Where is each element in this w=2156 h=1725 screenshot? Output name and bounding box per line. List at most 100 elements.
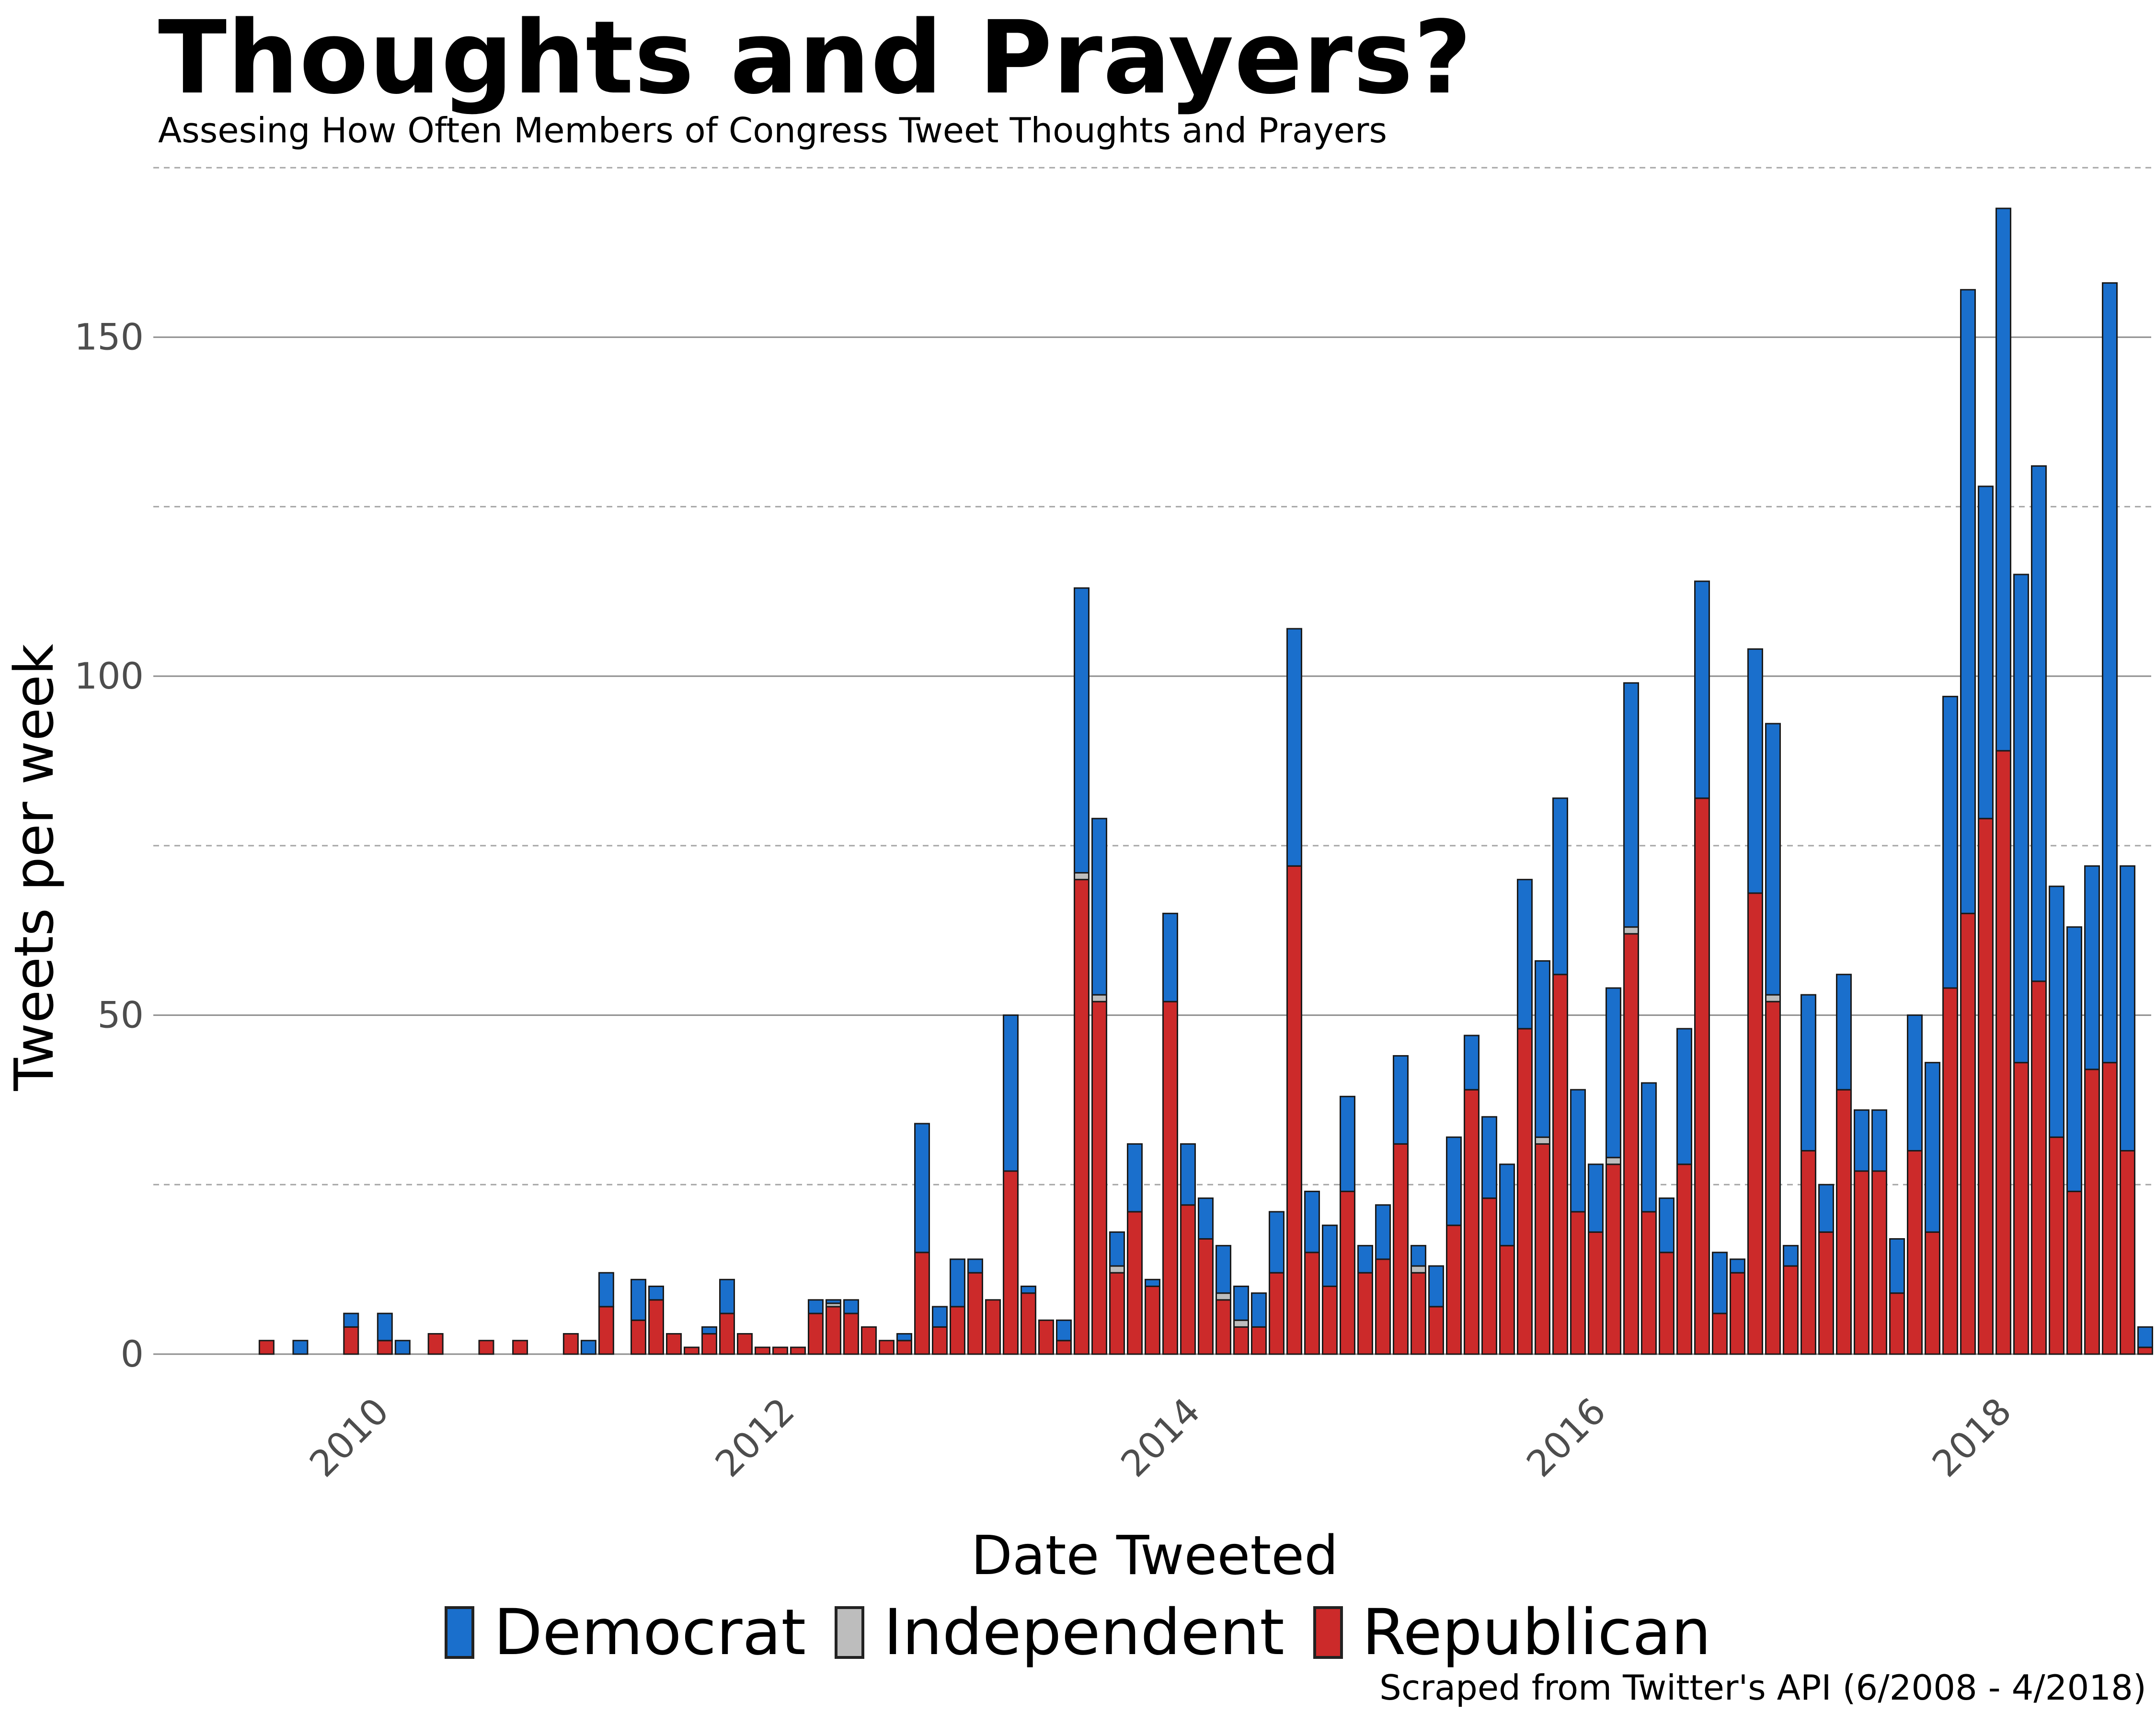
bar-segment-democrat xyxy=(1800,994,1817,1152)
bar-segment-democrat xyxy=(1854,1109,1870,1172)
bar-segment-republican xyxy=(598,1306,614,1355)
bar-segment-democrat xyxy=(580,1340,596,1355)
bar-segment-democrat xyxy=(808,1299,824,1314)
bar-segment-republican xyxy=(684,1346,700,1355)
bar-segment-democrat xyxy=(1960,289,1976,914)
bar-segment-republican xyxy=(1056,1340,1072,1355)
bar-segment-democrat xyxy=(1535,960,1551,1138)
bar-segment-republican xyxy=(719,1312,735,1355)
bar-segment-republican xyxy=(2031,980,2047,1355)
bar-segment-democrat xyxy=(1925,1062,1941,1233)
bar-segment-republican xyxy=(1180,1204,1196,1355)
bar-segment-democrat xyxy=(1623,682,1640,928)
bar-segment-republican xyxy=(1889,1292,1905,1355)
bar-segment-republican xyxy=(1712,1312,1728,1355)
bar-segment-democrat xyxy=(826,1299,842,1304)
bar-segment-republican xyxy=(1730,1272,1746,1355)
bar-segment-democrat xyxy=(1286,628,1303,867)
y-tick-label: 50 xyxy=(97,994,144,1036)
bar-segment-republican xyxy=(2013,1062,2030,1355)
bar-segment-republican xyxy=(1003,1170,1019,1355)
x-tick-label: 2014 xyxy=(1112,1390,1208,1485)
bar-segment-democrat xyxy=(377,1312,393,1342)
bar-segment-democrat xyxy=(1251,1292,1267,1328)
bar-segment-democrat xyxy=(1765,723,1781,996)
bar-segment-democrat xyxy=(1233,1286,1250,1321)
bar-segment-republican xyxy=(985,1299,1001,1355)
legend-label-democrat: Democrat xyxy=(493,1596,806,1669)
bar-segment-republican xyxy=(843,1312,860,1355)
bar-segment-democrat xyxy=(2137,1326,2154,1348)
bar-segment-republican xyxy=(1357,1272,1374,1355)
bar-segment-republican xyxy=(808,1312,824,1355)
bars-group xyxy=(258,207,2154,1355)
bar-segment-democrat xyxy=(292,1340,309,1355)
bar-segment-republican xyxy=(1038,1319,1055,1355)
source-caption: Scraped from Twitter's API (6/2008 - 4/2… xyxy=(1379,1668,2146,1708)
bar-segment-independent xyxy=(1411,1265,1427,1274)
bar-segment-democrat xyxy=(1322,1224,1338,1288)
bar-segment-democrat xyxy=(1446,1136,1462,1226)
bar-segment-independent xyxy=(1091,994,1108,1002)
bar-segment-republican xyxy=(826,1306,842,1355)
bar-segment-democrat xyxy=(1836,974,1852,1091)
legend-item-republican: Republican xyxy=(1313,1596,1711,1669)
bar-segment-republican xyxy=(1251,1326,1267,1355)
y-tick-label: 150 xyxy=(74,316,144,358)
legend-label-republican: Republican xyxy=(1362,1596,1711,1669)
bar-segment-democrat xyxy=(1499,1163,1515,1247)
bar-segment-republican xyxy=(896,1340,913,1355)
bar-segment-democrat xyxy=(631,1278,647,1321)
bar-segment-democrat xyxy=(1730,1258,1746,1274)
bar-segment-independent xyxy=(1623,926,1640,935)
y-axis-ticks: 0 50 100 150 xyxy=(74,316,144,1375)
x-axis-ticks: 2010 2012 2014 2016 2018 xyxy=(301,1390,2020,1485)
chart-title: Thoughts and Prayers? xyxy=(158,0,1472,116)
bar-segment-republican xyxy=(343,1326,359,1355)
bar-segment-republican xyxy=(631,1319,647,1355)
bar-segment-democrat xyxy=(1021,1286,1037,1294)
bar-segment-democrat xyxy=(843,1299,860,1314)
bar-segment-republican xyxy=(1286,865,1303,1355)
bar-segment-democrat xyxy=(1818,1184,1835,1233)
bar-segment-democrat xyxy=(1269,1211,1285,1274)
bar-segment-republican xyxy=(1304,1252,1320,1355)
bar-segment-republican xyxy=(1499,1245,1515,1355)
bar-segment-republican xyxy=(1074,879,1090,1355)
legend-label-independent: Independent xyxy=(883,1596,1284,1669)
bar-segment-republican xyxy=(1517,1028,1533,1355)
bar-segment-republican xyxy=(1978,817,1994,1355)
bar-segment-republican xyxy=(2120,1150,2136,1355)
bar-segment-republican xyxy=(1995,750,2012,1355)
x-axis-title: Date Tweeted xyxy=(971,1525,1339,1587)
bar-segment-democrat xyxy=(1127,1143,1143,1213)
bar-segment-democrat xyxy=(1481,1116,1498,1199)
bar-segment-democrat xyxy=(1517,879,1533,1030)
bar-segment-democrat xyxy=(1659,1197,1675,1254)
bar-segment-republican xyxy=(1021,1292,1037,1355)
bar-segment-republican xyxy=(950,1306,966,1355)
bar-segment-republican xyxy=(666,1333,682,1355)
x-tick-label: 2010 xyxy=(301,1390,397,1485)
bar-segment-republican xyxy=(1836,1089,1852,1355)
bar-segment-democrat xyxy=(648,1286,665,1301)
bar-segment-democrat xyxy=(1747,648,1764,894)
bar-segment-democrat xyxy=(1393,1055,1409,1145)
chart-subtitle: Assesing How Often Members of Congress T… xyxy=(158,110,1387,150)
bar-segment-republican xyxy=(2049,1136,2065,1355)
bar-segment-republican xyxy=(861,1326,877,1355)
y-axis-title: Tweets per week xyxy=(3,644,66,1091)
bar-segment-republican xyxy=(1145,1286,1161,1355)
bar-segment-democrat xyxy=(2084,865,2100,1070)
bar-segment-democrat xyxy=(1198,1197,1214,1240)
bar-segment-republican xyxy=(427,1333,444,1355)
bar-segment-republican xyxy=(1747,892,1764,1355)
bar-segment-republican xyxy=(1340,1190,1356,1355)
bar-segment-republican xyxy=(258,1340,275,1355)
bar-segment-republican xyxy=(1783,1265,1799,1355)
bar-segment-republican xyxy=(1623,933,1640,1355)
bar-segment-democrat xyxy=(719,1278,735,1314)
bar-segment-democrat xyxy=(1606,987,1622,1159)
bar-segment-republican xyxy=(1375,1258,1391,1355)
bar-segment-democrat xyxy=(1783,1245,1799,1267)
